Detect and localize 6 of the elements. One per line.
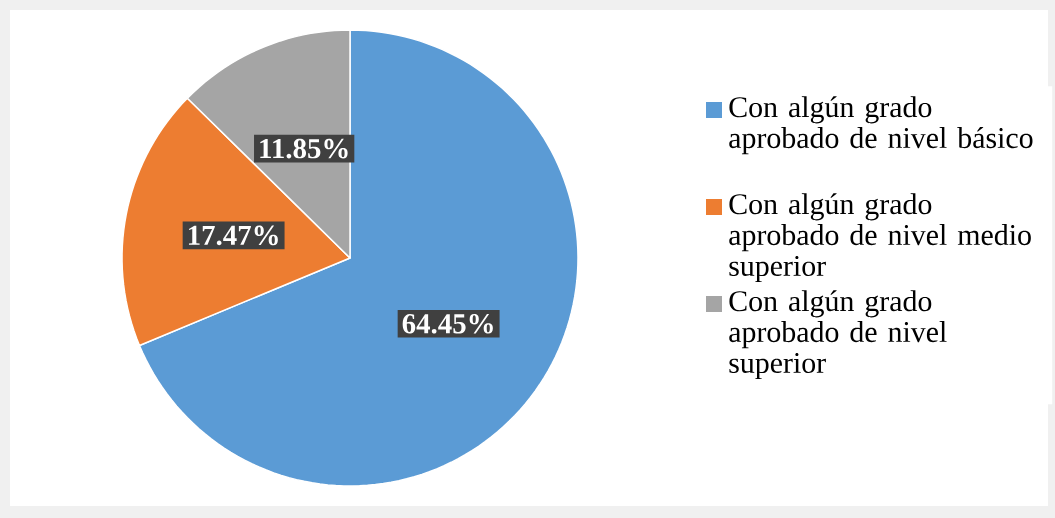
legend-label: Con algún grado aprobado de nivel básico [729,96,1033,155]
data-label: 11.85% [260,138,348,159]
legend-label: Con algún grado aprobado de nivel medio superior [729,193,1031,283]
legend-label: Con algún grado aprobado de nivel superior [729,290,947,380]
data-label: 64.45% [402,313,493,334]
data-label: 17.47% [188,225,278,246]
